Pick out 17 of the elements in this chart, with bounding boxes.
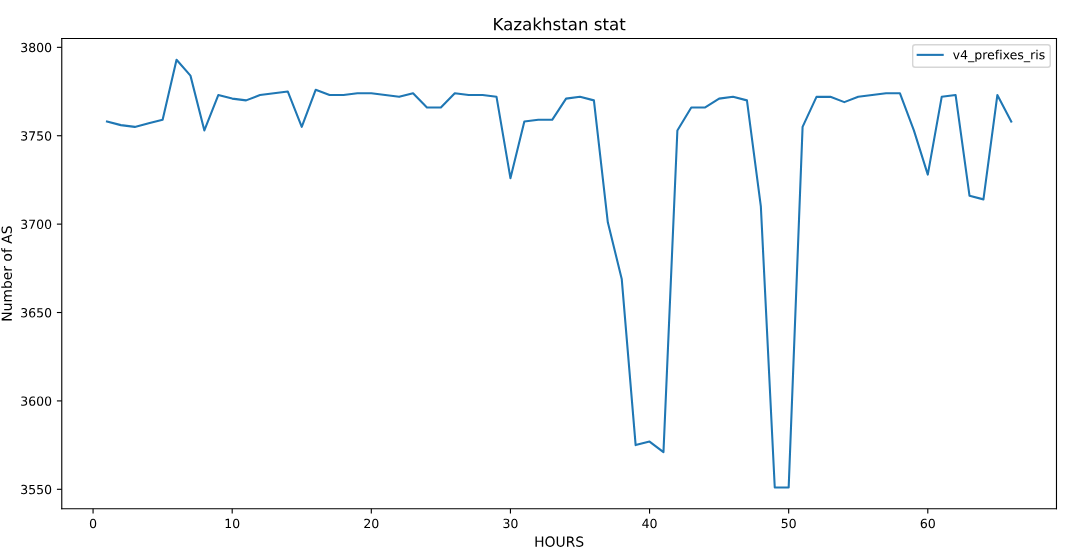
x-tick-label: 50 xyxy=(781,518,796,529)
y-tick-label: 3550 xyxy=(21,484,52,495)
y-tick-label: 3650 xyxy=(21,307,52,318)
chart-title: Kazakhstan stat xyxy=(494,17,626,31)
y-tick-label: 3600 xyxy=(21,396,52,406)
y-axis-title: Number of AS xyxy=(1,226,12,321)
y-tick-label: 3750 xyxy=(21,131,52,141)
y-tick-label: 3800 xyxy=(21,42,52,53)
x-tick-label: 60 xyxy=(920,518,935,529)
x-tick-label: 0 xyxy=(89,518,97,529)
x-axis-title: HOURS xyxy=(535,536,584,547)
x-tick-label: 40 xyxy=(642,518,657,529)
legend-label: v4_prefixes_ris xyxy=(953,49,1045,63)
x-tick-label: 30 xyxy=(503,518,518,529)
x-tick-label: 10 xyxy=(225,518,240,529)
y-tick-label: 3700 xyxy=(21,219,52,230)
x-tick-label: 20 xyxy=(364,518,379,529)
